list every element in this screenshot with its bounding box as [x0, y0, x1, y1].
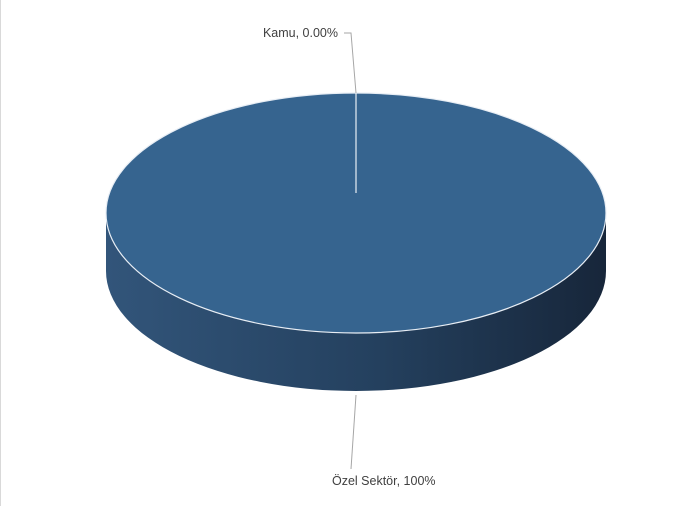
slice-label-kamu: Kamu, 0.00%: [263, 26, 338, 40]
leader-line-ozel-sektor: [350, 394, 357, 470]
slice-label-ozel-sektor: Özel Sektör, 100%: [332, 474, 436, 488]
pie-side-wall: [106, 213, 606, 391]
leader-line-kamu: [344, 32, 357, 94]
